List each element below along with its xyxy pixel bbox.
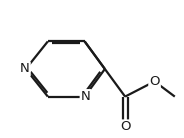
Text: N: N: [81, 90, 90, 103]
Text: O: O: [149, 75, 160, 88]
Text: N: N: [20, 63, 30, 75]
Text: O: O: [120, 120, 130, 133]
